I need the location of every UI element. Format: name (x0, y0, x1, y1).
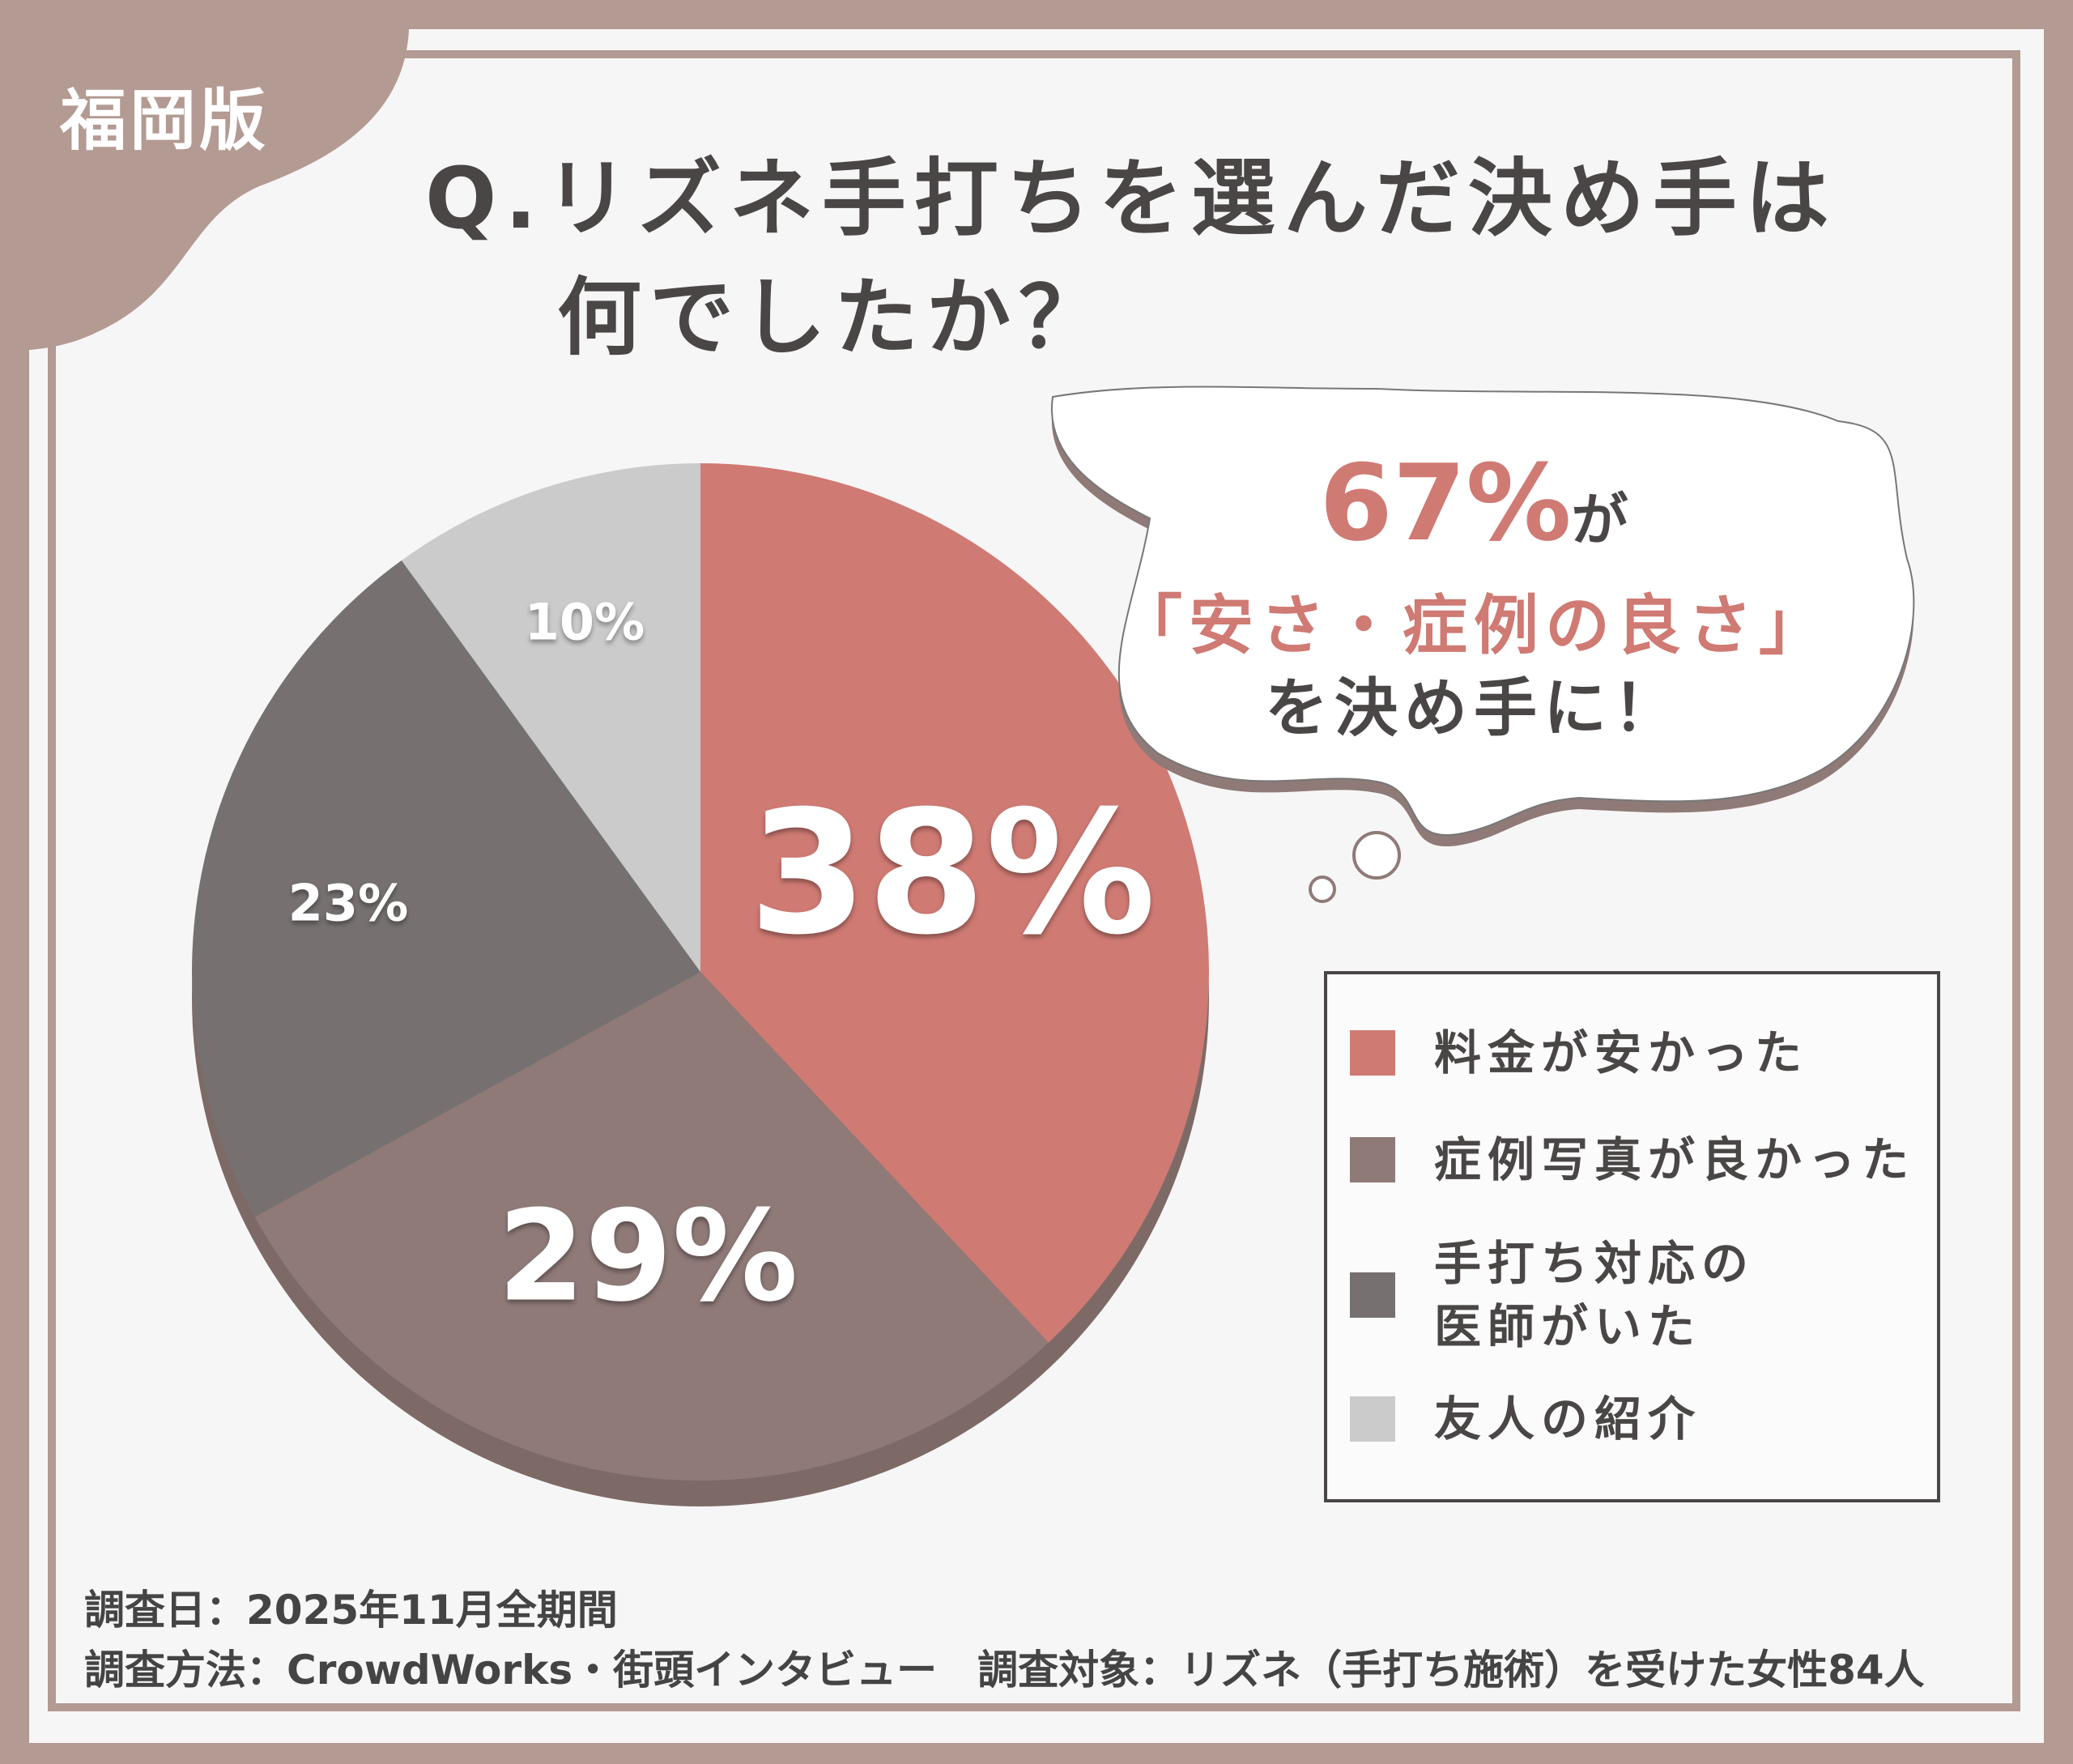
bubble-line3: を決め手に！ (1264, 672, 1684, 745)
footer-method: 調査方法：CrowdWorks・街頭インタビュー 調査対象：リズネ（手打ち施術）… (84, 1647, 1925, 1694)
legend-swatch (1350, 1272, 1395, 1318)
bubble-dot-large (1352, 831, 1401, 880)
legend-label: 手打ち対応の 医師がいた (1434, 1236, 1756, 1354)
legend-item: 手打ち対応の 医師がいた (1350, 1232, 1755, 1358)
footer-date: 調査日：2025年11月全期間 (84, 1587, 618, 1634)
bubble-body (1050, 386, 1915, 837)
pie-slice-1 (254, 972, 1049, 1481)
slice-label-1: 29% (497, 1182, 798, 1330)
legend-swatch (1350, 1396, 1395, 1442)
page-title-line2: 何でしたか？ (557, 268, 1112, 367)
legend-item: 料金が安かった (1350, 1021, 1808, 1084)
bubble-percent: 67% (1319, 441, 1572, 565)
legend-label: 料金が安かった (1434, 1025, 1809, 1080)
slice-label-0: 38% (748, 773, 1156, 973)
legend-item: 友人の紹介 (1350, 1387, 1701, 1451)
pie-slice-2 (192, 560, 701, 1217)
badge-shape (29, 29, 409, 350)
bubble-line2: 「安さ・症例の良さ」 (1117, 588, 1830, 663)
legend-item: 症例写真が良かった (1350, 1128, 1915, 1191)
bubble-highlight: 67%が (1319, 441, 1628, 565)
legend-swatch (1350, 1030, 1395, 1076)
page-title-line1: Q.リズネ手打ちを選んだ決め手は (425, 149, 1837, 248)
pie-slice-0 (700, 463, 1209, 1343)
pie-slice-3 (401, 463, 700, 972)
slice-label-2: 23% (287, 873, 409, 933)
bubble-suffix: が (1571, 487, 1628, 553)
frame (48, 50, 2020, 1711)
bubble-dot-small (1309, 876, 1336, 903)
legend-label: 症例写真が良かった (1434, 1132, 1916, 1187)
pie (192, 463, 1209, 1481)
region-badge: 福岡版 (60, 83, 270, 160)
legend-swatch (1350, 1137, 1395, 1182)
thought-bubble (1050, 386, 1915, 903)
legend-label: 友人の紹介 (1434, 1391, 1702, 1447)
slice-label-3: 10% (524, 592, 645, 652)
legend: 料金が安かった 症例写真が良かった 手打ち対応の 医師がいた 友人の紹介 (1324, 971, 1940, 1502)
